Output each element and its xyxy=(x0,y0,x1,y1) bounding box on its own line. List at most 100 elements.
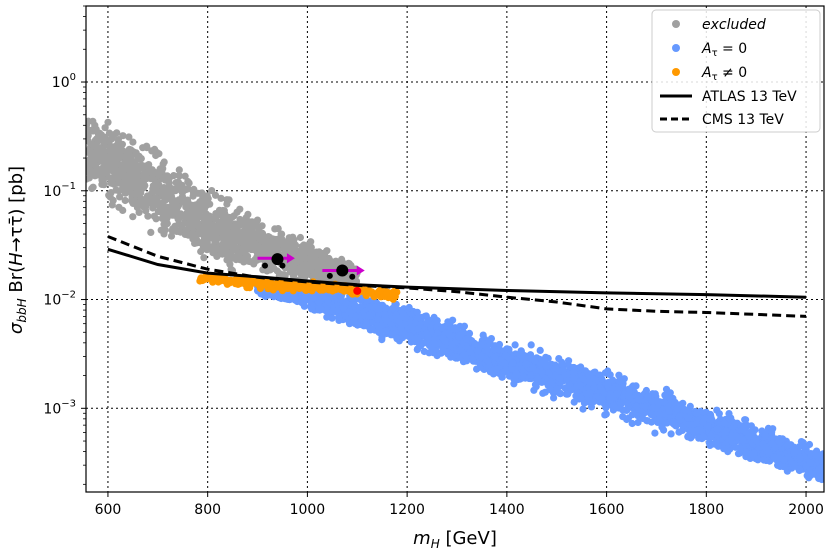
data-point xyxy=(662,385,671,393)
data-point xyxy=(96,148,104,156)
data-point xyxy=(129,213,137,221)
scatter-layer xyxy=(86,117,824,484)
data-point xyxy=(585,377,593,385)
data-point xyxy=(695,434,703,442)
data-point xyxy=(684,432,692,440)
data-point xyxy=(567,386,576,394)
data-point xyxy=(257,236,265,244)
data-point xyxy=(530,386,538,394)
series-excluded xyxy=(86,117,361,289)
data-point xyxy=(350,317,358,325)
data-point xyxy=(360,311,368,319)
data-point xyxy=(778,435,787,443)
data-point xyxy=(301,254,309,262)
data-point xyxy=(183,209,191,217)
x-tick-label: 1400 xyxy=(489,502,525,518)
data-point xyxy=(271,225,279,233)
data-point xyxy=(275,269,284,278)
data-point xyxy=(93,135,101,143)
data-point xyxy=(239,247,247,255)
data-point xyxy=(688,421,696,429)
data-point xyxy=(570,369,578,377)
data-point xyxy=(310,292,318,300)
data-point xyxy=(148,174,156,182)
data-point xyxy=(483,343,491,351)
data-point xyxy=(366,312,374,320)
data-point xyxy=(463,335,471,343)
data-point xyxy=(241,257,249,265)
data-point xyxy=(310,272,318,280)
data-point xyxy=(780,456,788,464)
data-point xyxy=(731,419,739,427)
data-point xyxy=(538,378,546,386)
data-point xyxy=(115,203,123,211)
data-point xyxy=(318,305,326,313)
data-point xyxy=(579,375,587,383)
data-point xyxy=(242,229,250,237)
data-point xyxy=(238,238,246,247)
data-point xyxy=(193,214,201,222)
data-point xyxy=(538,368,546,376)
data-point xyxy=(218,275,226,283)
data-point xyxy=(812,451,820,459)
data-point xyxy=(456,322,464,330)
y-tick-label: 10−2 xyxy=(43,290,76,309)
data-point xyxy=(439,334,447,342)
marker-layer xyxy=(257,253,365,295)
data-point xyxy=(119,171,127,179)
data-point xyxy=(796,454,804,462)
data-point xyxy=(218,211,226,219)
data-point xyxy=(803,472,811,480)
data-point xyxy=(203,246,211,254)
data-point xyxy=(253,244,261,252)
data-point xyxy=(175,172,183,180)
data-point xyxy=(161,226,169,234)
data-point xyxy=(634,418,642,427)
data-point xyxy=(324,296,332,304)
highlight-point xyxy=(336,264,349,277)
data-point xyxy=(649,411,657,419)
data-point xyxy=(199,191,207,199)
data-point xyxy=(212,276,220,284)
data-point xyxy=(250,258,258,266)
data-point xyxy=(242,222,251,231)
data-point xyxy=(420,347,428,356)
data-point xyxy=(136,185,144,193)
data-point xyxy=(113,129,121,137)
data-point xyxy=(200,237,208,245)
data-point xyxy=(288,266,296,274)
data-point xyxy=(754,456,762,464)
data-point xyxy=(485,337,493,345)
data-point xyxy=(615,371,623,379)
data-point xyxy=(346,308,354,316)
x-tick-label: 800 xyxy=(194,502,221,518)
data-point xyxy=(712,439,720,447)
data-point xyxy=(105,129,113,137)
data-point xyxy=(381,310,389,319)
data-point xyxy=(234,252,242,260)
data-point xyxy=(555,374,563,382)
data-point xyxy=(527,341,535,349)
data-point xyxy=(796,465,804,473)
data-point xyxy=(484,357,492,366)
data-point xyxy=(407,323,415,331)
data-point xyxy=(431,340,439,348)
data-point xyxy=(217,194,225,202)
data-point xyxy=(323,247,331,255)
data-point xyxy=(127,146,135,154)
data-point xyxy=(86,125,92,134)
data-point xyxy=(747,422,756,430)
data-point xyxy=(128,197,136,205)
data-point xyxy=(169,225,177,233)
data-point xyxy=(651,390,659,398)
data-point xyxy=(101,124,109,132)
data-point xyxy=(143,144,151,152)
data-point xyxy=(492,365,501,373)
data-point xyxy=(342,284,350,293)
highlight-point xyxy=(279,262,286,269)
data-point xyxy=(128,158,136,166)
data-point xyxy=(184,185,192,193)
data-point xyxy=(223,216,231,225)
data-point xyxy=(375,326,383,334)
